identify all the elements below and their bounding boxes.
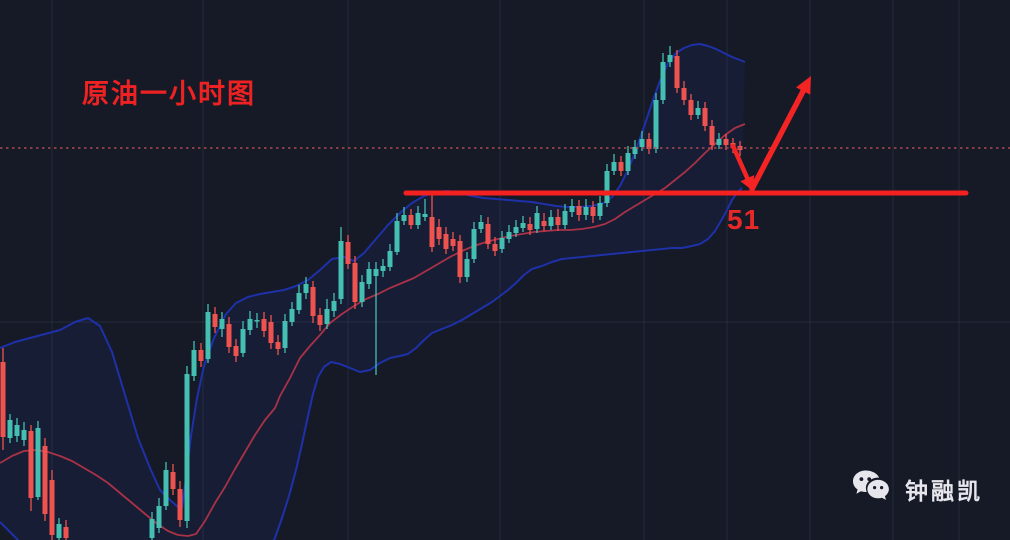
- wechat-icon: [850, 466, 896, 512]
- chart-title: 原油一小时图: [82, 79, 256, 109]
- watermark: 钟融凯: [850, 466, 983, 512]
- support-price-label: 51: [727, 204, 761, 235]
- watermark-text: 钟融凯: [905, 478, 983, 504]
